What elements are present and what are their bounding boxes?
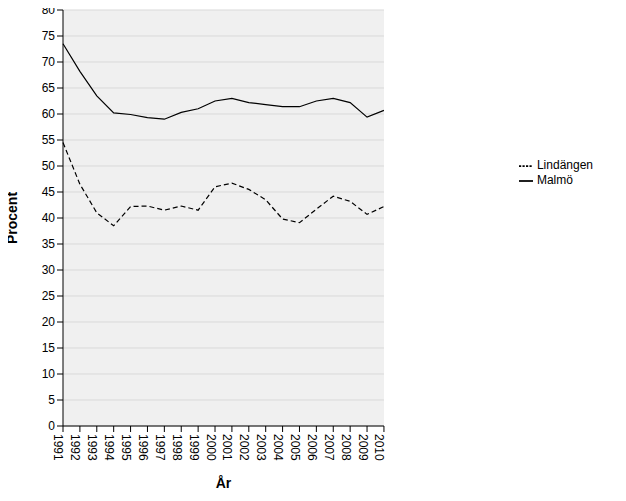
svg-text:1997: 1997 (153, 434, 167, 461)
svg-text:1996: 1996 (136, 434, 150, 461)
svg-text:40: 40 (42, 211, 56, 225)
svg-text:År: År (216, 475, 232, 491)
svg-text:1995: 1995 (119, 434, 133, 461)
svg-text:2006: 2006 (305, 434, 319, 461)
svg-text:15: 15 (42, 341, 56, 355)
svg-text:55: 55 (42, 133, 56, 147)
svg-text:25: 25 (42, 289, 56, 303)
svg-text:1994: 1994 (102, 434, 116, 461)
svg-text:2003: 2003 (254, 434, 268, 461)
svg-text:1999: 1999 (187, 434, 201, 461)
svg-text:2010: 2010 (372, 434, 386, 461)
svg-text:45: 45 (42, 185, 56, 199)
html-text:Lindängen: Lindängen (536, 158, 593, 172)
svg-text:2000: 2000 (204, 434, 218, 461)
svg-text:2005: 2005 (288, 434, 302, 461)
svg-text:35: 35 (42, 237, 56, 251)
svg-text:1998: 1998 (170, 434, 184, 461)
svg-text:2004: 2004 (271, 434, 285, 461)
svg-text:80: 80 (42, 8, 56, 17)
svg-text:10: 10 (42, 367, 56, 381)
svg-text:2007: 2007 (322, 434, 336, 461)
svg-text:1993: 1993 (85, 434, 99, 461)
svg-text:20: 20 (42, 315, 56, 329)
svg-text:70: 70 (42, 55, 56, 69)
svg-text:30: 30 (42, 263, 56, 277)
svg-text:2008: 2008 (339, 434, 353, 461)
svg-text:0: 0 (48, 419, 55, 433)
svg-text:2009: 2009 (356, 434, 370, 461)
svg-text:50: 50 (42, 159, 56, 173)
svg-text:75: 75 (42, 29, 56, 43)
svg-text:1992: 1992 (68, 434, 82, 461)
svg-text:60: 60 (42, 107, 56, 121)
html-text:Malmö: Malmö (536, 172, 573, 187)
svg-text:1991: 1991 (51, 434, 65, 461)
svg-text:2002: 2002 (237, 434, 251, 461)
svg-text:5: 5 (48, 393, 55, 407)
svg-text:65: 65 (42, 81, 56, 95)
svg-text:Procent: Procent (8, 192, 20, 244)
svg-text:2001: 2001 (220, 434, 234, 461)
